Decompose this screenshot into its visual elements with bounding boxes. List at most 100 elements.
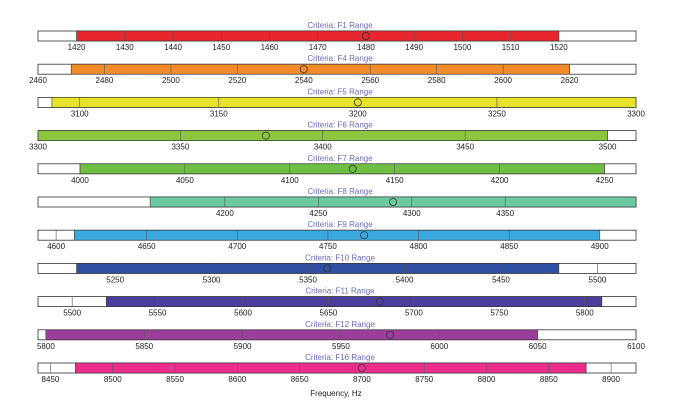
tick-label: 2580: [428, 76, 446, 85]
tick-label: 8850: [540, 375, 558, 384]
range-bar: [45, 329, 538, 341]
range-bar: [76, 263, 560, 274]
tick-label: 3150: [210, 109, 228, 118]
tick-label: 4200: [216, 209, 234, 218]
tick-label: 4300: [403, 209, 421, 218]
value-marker: [360, 231, 369, 240]
tick-label: 3450: [456, 143, 474, 152]
range-bar: [73, 229, 601, 241]
tick-label: 8900: [602, 375, 620, 384]
tick-label: 4650: [138, 242, 156, 251]
value-marker: [323, 264, 332, 273]
tick-label: 1500: [453, 43, 471, 52]
tick-label: 5400: [396, 275, 414, 284]
tick-label: 8750: [415, 375, 433, 384]
tick-label: 5850: [135, 342, 153, 351]
tick-label: 4800: [410, 242, 428, 251]
tick-label: 5500: [63, 309, 81, 318]
tick-label: 5700: [405, 309, 423, 318]
tick-label: 3300: [29, 143, 47, 152]
row-label: Criteria: F10 Range: [305, 253, 375, 262]
tick-label: 3100: [71, 109, 89, 118]
tick-label: 2460: [29, 76, 47, 85]
row-label: Criteria: F11 Range: [305, 287, 375, 296]
tick-label: 5600: [234, 309, 252, 318]
tick-label: 2540: [295, 76, 313, 85]
tick-label: 5300: [203, 275, 221, 284]
tick-label: 2560: [361, 76, 379, 85]
value-marker: [361, 32, 370, 41]
tick-label: 2500: [162, 76, 180, 85]
row-label: Criteria: F6 Range: [307, 121, 373, 130]
tick-label: 1450: [212, 43, 230, 52]
value-marker: [261, 131, 270, 140]
tick-label: 2600: [494, 76, 512, 85]
tick-label: 3350: [171, 143, 189, 152]
tick-label: 1520: [550, 43, 568, 52]
tick-label: 8650: [291, 375, 309, 384]
range-bar: [70, 63, 570, 75]
tick-label: 5450: [492, 275, 510, 284]
tick-label: 5350: [299, 275, 317, 284]
tick-label: 4900: [591, 242, 609, 251]
tick-label: 1480: [357, 43, 375, 52]
x-axis-label: Frequency, Hz: [310, 389, 361, 398]
tick-label: 5800: [37, 342, 55, 351]
tick-label: 5250: [106, 275, 124, 284]
tick-label: 4700: [228, 242, 246, 251]
tick-label: 8600: [228, 375, 246, 384]
tick-label: 3250: [488, 109, 506, 118]
row-label: Criteria: F12 Range: [305, 320, 375, 329]
tick-label: 4200: [491, 176, 509, 185]
tick-label: 8700: [353, 375, 371, 384]
tick-label: 5950: [332, 342, 350, 351]
tick-label: 4750: [319, 242, 337, 251]
tick-label: 4600: [47, 242, 65, 251]
tick-label: 4150: [386, 176, 404, 185]
range-bar: [75, 362, 587, 374]
tick-label: 5800: [576, 309, 594, 318]
tick-label: 1460: [261, 43, 279, 52]
tick-label: 1470: [309, 43, 327, 52]
tick-label: 4050: [176, 176, 194, 185]
tick-label: 6050: [529, 342, 547, 351]
value-marker: [348, 164, 357, 173]
row-label: Criteria: F5 Range: [307, 87, 373, 96]
range-bar: [106, 296, 603, 307]
tick-label: 1430: [116, 43, 134, 52]
tick-label: 8500: [104, 375, 122, 384]
tick-label: 4250: [596, 176, 614, 185]
row-label: Criteria: F16 Range: [305, 353, 375, 362]
tick-label: 6100: [627, 342, 645, 351]
tick-label: 5500: [589, 275, 607, 284]
tick-label: 8800: [478, 375, 496, 384]
value-marker: [386, 330, 395, 339]
tick-label: 8450: [42, 375, 60, 384]
tick-label: 4000: [71, 176, 89, 185]
tick-label: 3200: [349, 109, 367, 118]
tick-label: 8550: [166, 375, 184, 384]
tick-label: 3300: [627, 109, 645, 118]
tick-label: 3500: [599, 143, 617, 152]
tick-label: 5650: [320, 309, 338, 318]
tick-label: 5750: [490, 309, 508, 318]
value-marker: [389, 197, 398, 206]
row-label: Criteria: F1 Range: [307, 21, 373, 30]
value-marker: [375, 297, 384, 306]
tick-label: 3400: [314, 143, 332, 152]
range-bar: [79, 163, 605, 175]
tick-label: 2520: [228, 76, 246, 85]
tick-label: 2620: [561, 76, 579, 85]
tick-label: 4850: [500, 242, 518, 251]
tick-label: 1510: [502, 43, 520, 52]
tick-label: 6000: [430, 342, 448, 351]
row-label: Criteria: F9 Range: [307, 220, 373, 229]
tick-label: 1490: [405, 43, 423, 52]
tick-label: 1420: [68, 43, 86, 52]
tick-label: 1440: [164, 43, 182, 52]
tick-label: 5900: [234, 342, 252, 351]
tick-label: 5550: [149, 309, 167, 318]
tick-label: 4350: [496, 209, 514, 218]
